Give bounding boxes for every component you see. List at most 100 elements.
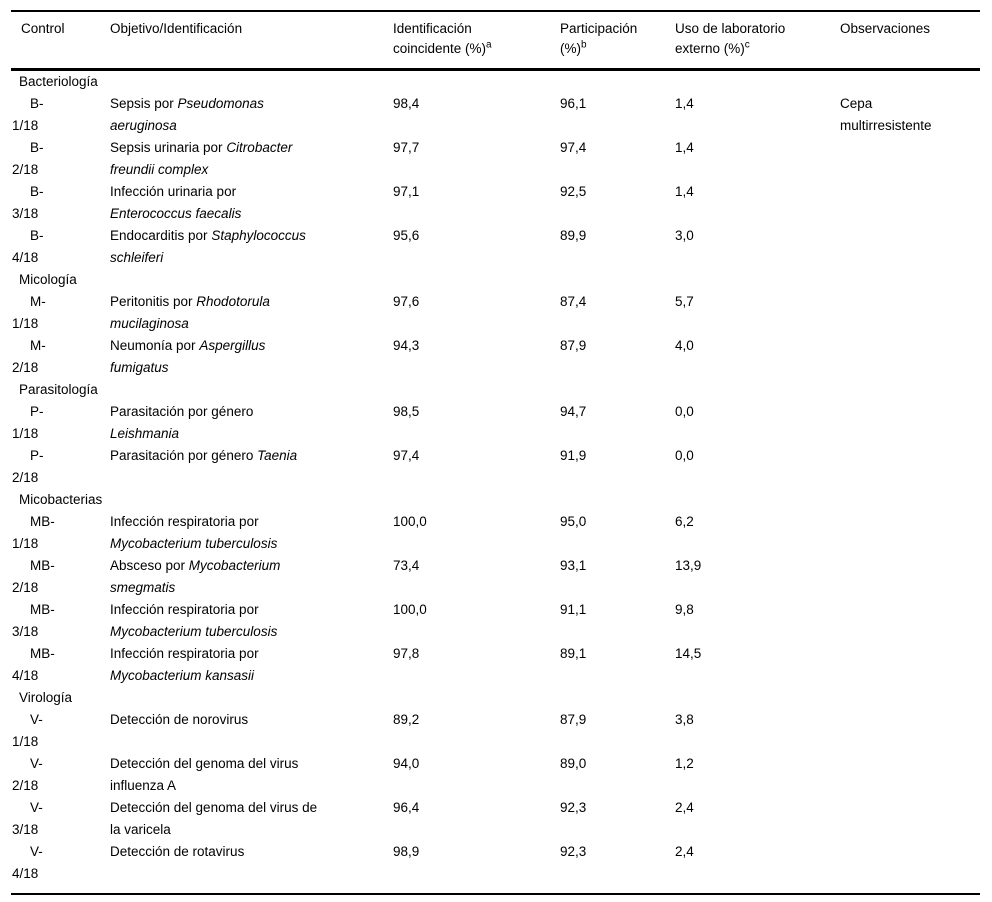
objective-line: smegmatis: [110, 577, 389, 599]
control-cell: P- 2/18: [11, 445, 110, 489]
table-row: P- 1/18 Parasitación por género Leishmania 9…: [11, 401, 980, 445]
observations-cell: [840, 555, 980, 599]
control-code-line2: 4/18: [12, 668, 39, 683]
objective-line: Parasitación por género: [110, 401, 389, 423]
header-row: Control Objetivo/Identificación Identifica…: [11, 11, 980, 71]
control-code-line2: 2/18: [12, 470, 39, 485]
species-name: mucilaginosa: [110, 316, 189, 331]
objective-line: Detección del genoma del virus de: [110, 797, 389, 819]
control-code-line2: 2/18: [12, 360, 39, 375]
objective-cell: Infección respiratoria por Mycobacterium …: [110, 599, 393, 643]
objective-line: Mycobacterium kansasii: [110, 665, 389, 687]
objective-line: fumigatus: [110, 357, 389, 379]
objective-line: Detección del genoma del virus: [110, 753, 389, 775]
objective-cell: Sepsis por Pseudomonas aeruginosa: [110, 93, 393, 137]
matching-identification-cell: 94,3: [393, 338, 420, 353]
control-code-line1: B-: [30, 184, 44, 199]
table-container: Control Objetivo/Identificación Identifica…: [11, 10, 980, 895]
species-name: freundii complex: [110, 162, 209, 177]
header-line: externo (%)c: [675, 39, 750, 56]
section-label: Virología: [19, 690, 73, 705]
objective-text: Detección de rotavirus: [110, 844, 245, 859]
column-header-participacion: Participación (%)b: [560, 11, 675, 71]
quality-control-results-table: Control Objetivo/Identificación Identifica…: [11, 10, 980, 895]
external-lab-cell: 6,2: [675, 514, 694, 529]
control-cell: V- 3/18: [11, 797, 110, 841]
matching-identification-cell: 97,1: [393, 184, 420, 199]
header-line: coincidente (%)a: [393, 39, 492, 56]
species-name: smegmatis: [110, 580, 176, 595]
participation-cell: 94,7: [560, 404, 587, 419]
control-cell: MB- 3/18: [11, 599, 110, 643]
objective-line: Detección de norovirus: [110, 709, 389, 731]
participation-cell: 87,9: [560, 712, 587, 727]
control-cell: V- 2/18: [11, 753, 110, 797]
objective-text: Detección de norovirus: [110, 712, 249, 727]
control-cell: B- 2/18: [11, 137, 110, 181]
observations-cell: [840, 291, 980, 335]
observations-cell: [840, 797, 980, 841]
participation-cell: 95,0: [560, 514, 587, 529]
control-code-line2: 3/18: [12, 822, 39, 837]
objective-line: Absceso por Mycobacterium: [110, 555, 389, 577]
objective-cell: Detección del genoma del virus de la vari…: [110, 797, 393, 841]
control-code-line2: 2/18: [12, 580, 39, 595]
control-cell: P- 1/18: [11, 401, 110, 445]
matching-identification-cell: 94,0: [393, 756, 420, 771]
participation-cell: 97,4: [560, 140, 587, 155]
section-row: Micología: [11, 269, 980, 291]
control-code-line2: 4/18: [12, 250, 39, 265]
objective-text: Infección respiratoria por: [110, 646, 259, 661]
header-line: Identificación: [393, 21, 472, 36]
column-header-identificacion: Identificación coincidente (%)a: [393, 11, 560, 71]
control-code-line1: P-: [30, 404, 44, 419]
control-code-line1: B-: [30, 140, 44, 155]
control-code-line1: MB-: [30, 558, 55, 573]
control-code-line1: V-: [30, 844, 43, 859]
control-cell: MB- 4/18: [11, 643, 110, 687]
objective-cell: Infección respiratoria por Mycobacterium …: [110, 643, 393, 687]
observations-cell: [840, 181, 980, 225]
objective-text: Infección respiratoria por: [110, 602, 259, 617]
control-code-line2: 1/18: [12, 734, 39, 749]
section-label: Micobacterias: [19, 492, 103, 507]
control-code-line2: 1/18: [12, 426, 39, 441]
matching-identification-cell: 100,0: [393, 514, 427, 529]
objective-text: Detección del genoma del virus de: [110, 800, 318, 815]
objective-line: Mycobacterium tuberculosis: [110, 621, 389, 643]
objective-line: schleiferi: [110, 247, 389, 269]
control-code-line2: 1/18: [12, 118, 39, 133]
control-code-line1: V-: [30, 800, 43, 815]
control-code-line2: 4/18: [12, 866, 39, 881]
control-code-line1: MB-: [30, 514, 55, 529]
external-lab-cell: 3,0: [675, 228, 694, 243]
species-name: Aspergillus: [199, 338, 266, 353]
control-cell: V- 1/18: [11, 709, 110, 753]
matching-identification-cell: 97,6: [393, 294, 420, 309]
header-line: Participación: [560, 21, 638, 36]
control-code-line2: 3/18: [12, 624, 39, 639]
control-code-line2: 3/18: [12, 206, 39, 221]
table-row: V- 1/18 Detección de norovirus 89,2 87,9 3,8: [11, 709, 980, 753]
observations-cell: [840, 137, 980, 181]
control-code-line1: MB-: [30, 602, 55, 617]
section-row: Micobacterias: [11, 489, 980, 511]
column-header-objetivo: Objetivo/Identificación: [110, 11, 393, 71]
objective-cell: Infección respiratoria por Mycobacterium …: [110, 511, 393, 555]
control-cell: B- 3/18: [11, 181, 110, 225]
external-lab-cell: 4,0: [675, 338, 694, 353]
objective-line: mucilaginosa: [110, 313, 389, 335]
objective-line: Mycobacterium tuberculosis: [110, 533, 389, 555]
control-code-line1: B-: [30, 228, 44, 243]
section-row: Virología: [11, 687, 980, 709]
external-lab-cell: 9,8: [675, 602, 694, 617]
observations-cell: Cepa multirresistente: [840, 93, 980, 137]
matching-identification-cell: 98,9: [393, 844, 420, 859]
control-code-line2: 2/18: [12, 778, 39, 793]
table-row: B- 3/18 Infección urinaria por Enterococcus…: [11, 181, 980, 225]
objective-cell: Neumonía por Aspergillus fumigatus: [110, 335, 393, 379]
objective-line: Endocarditis por Staphylococcus: [110, 225, 389, 247]
external-lab-cell: 1,4: [675, 96, 694, 111]
observations-cell: [840, 335, 980, 379]
section-label: Bacteriología: [19, 74, 98, 89]
